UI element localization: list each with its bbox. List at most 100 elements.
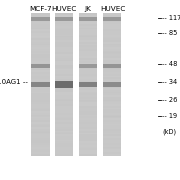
Bar [103,76,122,77]
Bar [103,52,122,54]
Bar [103,152,122,154]
Bar [103,64,122,68]
Bar [55,17,73,21]
Bar [79,122,97,124]
Bar [55,14,73,156]
Bar [31,91,50,93]
Bar [55,79,73,81]
Bar [103,29,122,31]
Bar [55,36,73,38]
Bar [55,136,73,138]
Bar [79,147,97,149]
Bar [79,152,97,154]
Bar [79,95,97,97]
Bar [31,148,50,150]
Bar [103,13,122,15]
Bar [79,113,97,115]
Bar [103,58,122,60]
Bar [31,129,50,131]
Bar [103,82,122,87]
Bar [55,129,73,131]
Bar [55,134,73,136]
Bar [79,143,97,145]
Bar [79,134,97,136]
Bar [103,140,122,141]
Bar [31,136,50,138]
Bar [31,104,50,106]
Bar [55,21,73,22]
Bar [55,106,73,108]
Bar [55,125,73,127]
Bar [79,136,97,138]
Bar [103,104,122,106]
Bar [31,52,50,54]
Bar [79,90,97,92]
Bar [55,51,73,53]
Bar [79,40,97,42]
Bar [79,150,97,152]
Bar [103,102,122,104]
Bar [55,45,73,47]
Bar [55,104,73,106]
Bar [79,42,97,44]
Bar [79,120,97,122]
Bar [31,143,50,145]
Bar [55,44,73,46]
Bar [103,138,122,140]
Bar [79,115,97,117]
Bar [31,79,50,81]
Bar [31,147,50,149]
Bar [55,83,73,85]
Bar [55,42,73,44]
Bar [31,134,50,136]
Bar [103,136,122,138]
Bar [103,131,122,133]
Bar [55,109,73,111]
Bar [31,97,50,99]
Bar [103,51,122,53]
Bar [55,70,73,72]
Bar [31,150,50,152]
Text: -- 26: -- 26 [162,97,177,103]
Bar [79,24,97,26]
Bar [55,19,73,21]
Bar [31,109,50,111]
Bar [55,111,73,113]
Bar [79,14,97,156]
Bar [31,60,50,62]
Text: -- 19: -- 19 [162,113,177,119]
Bar [55,58,73,60]
Bar [55,93,73,95]
Bar [55,54,73,56]
Bar [31,63,50,65]
Bar [79,47,97,49]
Bar [103,116,122,118]
Bar [103,88,122,90]
Bar [31,54,50,56]
Bar [103,22,122,24]
Bar [31,58,50,60]
Bar [31,68,50,70]
Bar [31,106,50,108]
Bar [103,145,122,147]
Bar [55,33,73,35]
Bar [55,91,73,93]
Bar [79,54,97,56]
Bar [79,127,97,129]
Bar [79,102,97,104]
Bar [79,129,97,131]
Bar [79,91,97,93]
Bar [103,123,122,125]
Bar [31,132,50,134]
Bar [79,21,97,22]
Bar [31,33,50,35]
Bar [103,17,122,19]
Bar [103,97,122,99]
Bar [55,141,73,143]
Bar [55,63,73,65]
Bar [103,40,122,42]
Bar [31,123,50,125]
Bar [79,15,97,17]
Bar [103,44,122,46]
Bar [103,118,122,120]
